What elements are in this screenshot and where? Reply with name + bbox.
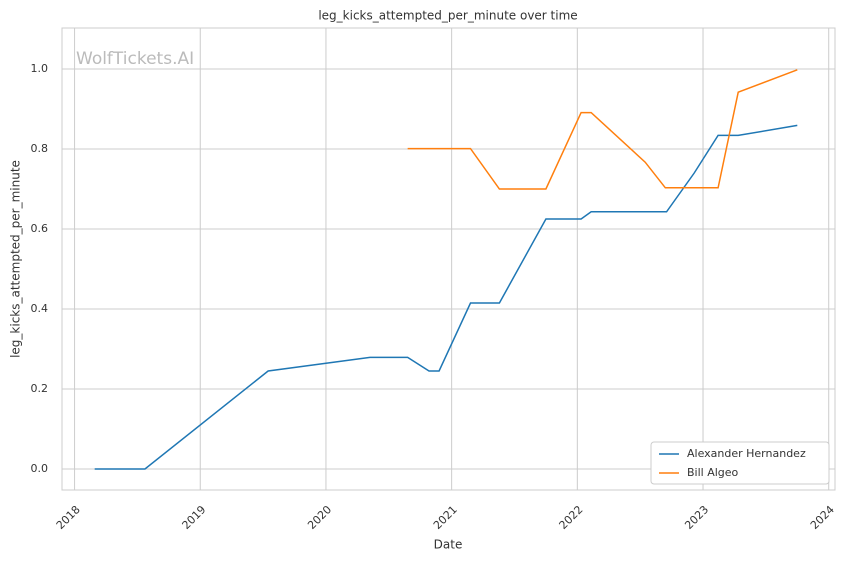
chart-title: leg_kicks_attempted_per_minute over time [318, 9, 577, 23]
watermark: WolfTickets.AI [76, 49, 194, 69]
y-tick-label: 0.2 [31, 382, 49, 395]
y-tick-label: 1.0 [31, 62, 49, 75]
series-line [407, 69, 798, 190]
y-tick-label: 0.8 [31, 142, 49, 155]
y-tick-label: 0.0 [31, 462, 49, 475]
series-line [94, 124, 798, 470]
x-axis-label: Date [434, 538, 463, 552]
legend-label: Bill Algeo [687, 466, 739, 479]
legend-box [650, 441, 830, 485]
legend-label: Alexander Hernandez [687, 447, 806, 460]
y-tick-label: 0.6 [31, 222, 49, 235]
y-axis-label: leg_kicks_attempted_per_minute [9, 160, 23, 358]
y-tick-label: 0.4 [31, 302, 49, 315]
plot-frame [61, 27, 836, 491]
